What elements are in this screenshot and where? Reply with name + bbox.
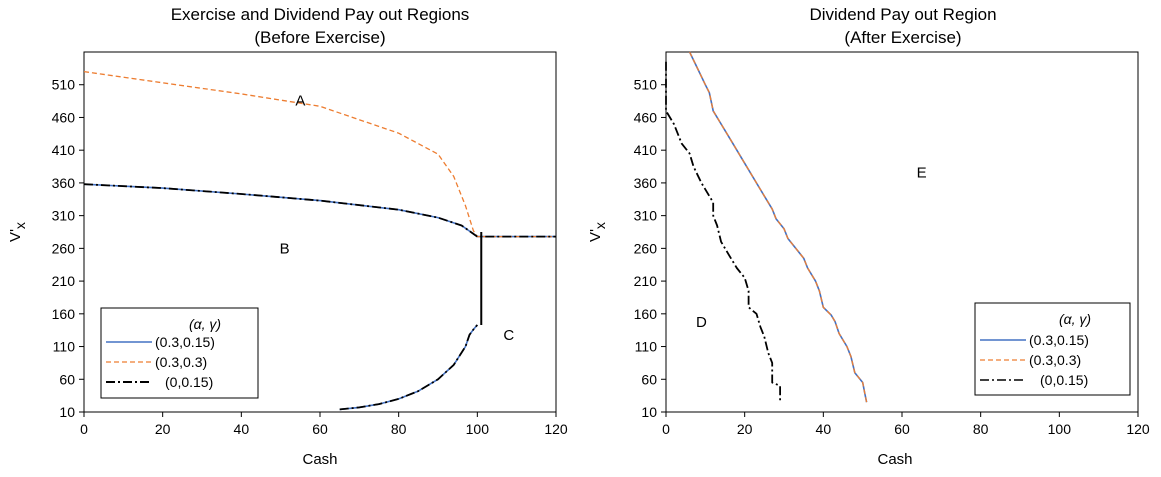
chart-right-title: Dividend Pay out Region: [809, 5, 996, 24]
right-x-tick-label: 120: [1126, 421, 1150, 437]
left-x-tick-label: 20: [155, 421, 171, 437]
chart-right-legend-entry-2: (0.3,0.3): [1029, 352, 1081, 368]
chart-left-y-axis-title: V'x: [7, 222, 28, 242]
left-x-tick-label: 40: [234, 421, 250, 437]
left-y-tick-label: 510: [52, 77, 76, 93]
left-y-tick-label: 210: [52, 273, 76, 289]
left-y-tick-label: 110: [53, 339, 76, 355]
right-y-tick-label: 60: [641, 371, 657, 387]
left-y-tick-label: 410: [52, 142, 76, 158]
chart-left-legend-entry-1: (0.3,0.15): [155, 334, 215, 350]
chart-right-y-axis-title-sub: x: [592, 222, 608, 229]
right-x-tick-label: 0: [662, 421, 670, 437]
left-y-tick-label: 260: [52, 240, 76, 256]
chart-left-title: Exercise and Dividend Pay out Regions: [171, 5, 470, 24]
left-x-tick-label: 80: [391, 421, 407, 437]
chart-right-y-axis-title: V'x: [587, 222, 608, 242]
chart-right-legend: (α, γ) (0.3,0.15) (0.3,0.3) (0,0.15): [974, 302, 1131, 396]
right-y-tick-label: 360: [634, 175, 658, 191]
left-y-tick-label: 10: [59, 404, 75, 420]
right-y-tick-label: 260: [634, 240, 658, 256]
chart-right-legend-title: (α, γ): [1059, 311, 1091, 327]
chart-right-subtitle: (After Exercise): [844, 28, 961, 47]
chart-left: Exercise and Dividend Pay out Regions (B…: [7, 5, 568, 468]
chart-left-x-axis-title: Cash: [302, 451, 337, 468]
right-x-tick-label: 80: [973, 421, 989, 437]
left-x-tick-label: 60: [312, 421, 328, 437]
chart-left-y-ticks: 10 60 110 160 210 260 310 360 410 460 510: [52, 77, 84, 420]
left-y-tick-label: 360: [52, 175, 76, 191]
chart-right: Dividend Pay out Region (After Exercise)…: [587, 5, 1150, 468]
chart-left-legend-entry-3: (0,0.15): [165, 374, 213, 390]
right-x-tick-label: 60: [894, 421, 910, 437]
chart-left-series: [83, 70, 556, 411]
left-region-label-c: C: [503, 327, 514, 344]
right-series-2-line-1: [689, 51, 868, 403]
left-x-tick-label: 100: [466, 421, 490, 437]
chart-right-series: [665, 51, 868, 403]
left-y-tick-label: 60: [59, 371, 75, 387]
right-x-tick-label: 40: [816, 421, 832, 437]
chart-right-x-ticks: 0 20 40 60 80 100 120: [662, 412, 1150, 437]
right-region-label-e: E: [917, 165, 927, 182]
right-y-tick-label: 410: [634, 142, 658, 158]
chart-left-x-ticks: 0 20 40 60 80 100 120: [80, 412, 568, 437]
left-series-2-line-1: [83, 70, 556, 238]
chart-right-y-ticks: 10 60 110 160 210 260 310 360 410 460 510: [634, 77, 666, 420]
right-x-tick-label: 100: [1048, 421, 1072, 437]
right-y-tick-label: 460: [634, 109, 658, 125]
left-region-label-a: A: [295, 93, 305, 110]
chart-left-region-labels: A B C: [280, 93, 515, 344]
chart-right-legend-entry-1: (0.3,0.15): [1029, 332, 1089, 348]
right-y-tick-label: 310: [634, 208, 658, 224]
right-y-tick-label: 110: [635, 339, 658, 355]
right-y-tick-label: 160: [634, 306, 658, 322]
right-y-tick-label: 10: [641, 404, 657, 420]
left-region-label-b: B: [280, 241, 290, 258]
chart-left-legend-entry-2: (0.3,0.3): [155, 354, 207, 370]
chart-left-y-axis-title-main: V': [7, 229, 24, 242]
chart-left-legend: (α, γ) (0.3,0.15) (0.3,0.3) (0,0.15): [100, 307, 259, 399]
chart-left-legend-title: (α, γ): [189, 316, 221, 332]
chart-right-legend-entry-3: (0,0.15): [1040, 372, 1088, 388]
left-series-3-line-1: [83, 183, 556, 238]
left-x-tick-label: 120: [544, 421, 568, 437]
right-region-label-d: D: [696, 314, 707, 331]
left-y-tick-label: 460: [52, 109, 76, 125]
right-y-tick-label: 210: [634, 273, 658, 289]
chart-left-y-axis-title-sub: x: [12, 222, 28, 229]
left-y-tick-label: 310: [52, 208, 76, 224]
left-series-1-line-2: [339, 324, 478, 411]
chart-right-region-labels: DE: [696, 165, 927, 331]
chart-left-subtitle: (Before Exercise): [254, 28, 385, 47]
left-y-tick-label: 160: [52, 306, 76, 322]
left-series-3-line-2: [339, 324, 478, 411]
right-y-tick-label: 510: [634, 77, 658, 93]
right-series-3-line-1: [665, 61, 781, 403]
left-series-1-line-1: [83, 183, 556, 238]
chart-right-x-axis-title: Cash: [877, 451, 912, 468]
right-x-tick-label: 20: [737, 421, 753, 437]
chart-right-y-axis-title-main: V': [587, 229, 604, 242]
left-x-tick-label: 0: [80, 421, 88, 437]
right-series-1-line-1: [688, 51, 868, 403]
